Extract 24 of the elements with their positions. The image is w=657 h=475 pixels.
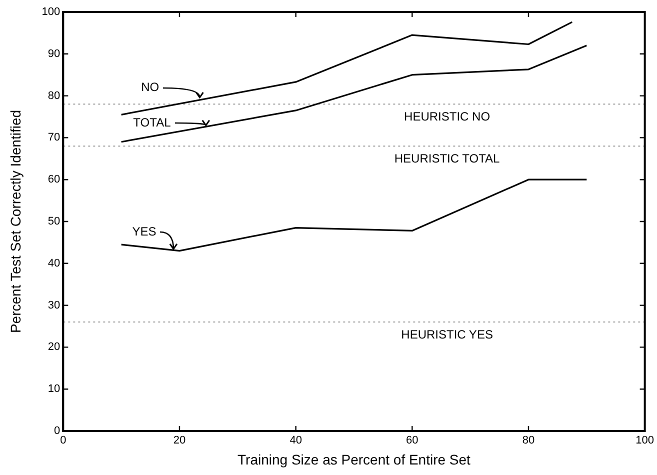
annotation: NO	[141, 80, 160, 94]
y-tick-label: 10	[48, 383, 60, 396]
y-tick-label: 80	[48, 90, 60, 102]
y-tick-label: 90	[48, 48, 60, 60]
y-axis-title: Percent Test Set Correctly Identified	[7, 110, 24, 334]
ref-line-label: HEURISTIC NO	[404, 109, 490, 124]
ref-line-label: HEURISTIC YES	[401, 327, 493, 342]
x-tick-label: 20	[173, 434, 186, 447]
y-tick-label: 50	[48, 216, 60, 228]
y-tick-label: 20	[48, 341, 60, 354]
y-tick-label: 0	[54, 425, 60, 438]
x-tick-label: 80	[522, 434, 535, 447]
y-tick-label: 60	[48, 174, 60, 186]
x-tick-label: 100	[636, 434, 654, 447]
y-tick-label: 30	[48, 299, 60, 312]
x-axis-title: Training Size as Percent of Entire Set	[238, 451, 471, 468]
y-tick-label: 100	[42, 6, 60, 18]
x-tick-label: 60	[406, 434, 418, 447]
ref-line-label: HEURISTIC TOTAL	[394, 151, 500, 166]
annotation: TOTAL	[133, 115, 172, 130]
annotation: YES	[132, 224, 156, 238]
x-tick-label: 40	[290, 434, 302, 447]
y-tick-label: 70	[48, 132, 60, 144]
y-tick-label: 40	[48, 257, 60, 270]
